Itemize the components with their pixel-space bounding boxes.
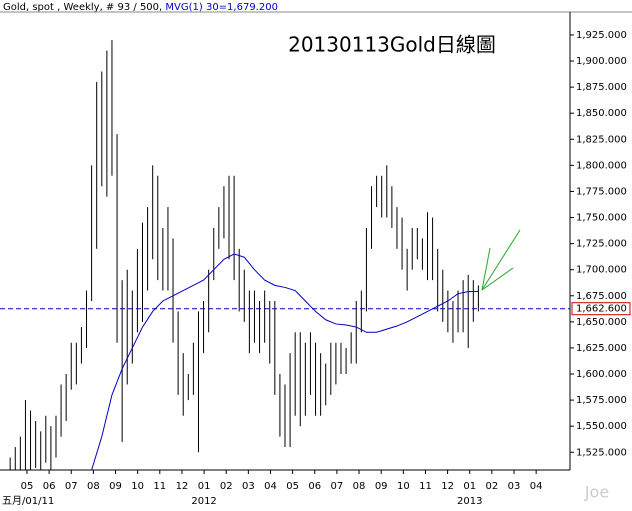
y-tick-label: 1,575.000 — [576, 395, 627, 406]
x-tick-label: 03 — [508, 481, 521, 492]
x-tick-label: 02 — [486, 481, 499, 492]
year-label: 2012 — [191, 496, 216, 507]
x-tick-label: 05 — [286, 481, 299, 492]
x-tick-label: 10 — [397, 481, 410, 492]
x-tick-label: 08 — [353, 481, 366, 492]
x-tick-label: 04 — [530, 481, 543, 492]
moving-average — [91, 253, 479, 470]
y-tick-label: 1,925.000 — [576, 30, 627, 41]
x-tick-label: 07 — [65, 481, 78, 492]
x-tick-label: 08 — [87, 481, 100, 492]
y-tick-label: 1,825.000 — [576, 134, 627, 145]
y-tick-label: 1,675.000 — [576, 291, 627, 302]
y-tick-label: 1,525.000 — [576, 447, 627, 458]
header-text: Gold, spot , Weekly, # 93 / 500, — [3, 2, 165, 13]
current-price-box — [571, 302, 631, 316]
x-tick-label: 12 — [441, 481, 454, 492]
x-tick-label: 07 — [331, 481, 344, 492]
indicator-label: MVG(1) 30=1,679.200 — [165, 2, 278, 13]
y-tick-label: 1,750.000 — [576, 213, 627, 224]
plot — [9, 40, 479, 470]
y-tick-label: 1,775.000 — [576, 186, 627, 197]
y-tick-label: 1,650.000 — [576, 317, 627, 328]
year-label: 2013 — [457, 496, 482, 507]
x-tick-label: 04 — [264, 481, 277, 492]
arrow — [481, 229, 521, 291]
y-tick-label: 1,900.000 — [576, 56, 627, 67]
start-label: 五月/01/11 — [2, 495, 54, 507]
x-tick-label: 06 — [43, 481, 56, 492]
y-tick-label: 1,725.000 — [576, 239, 627, 250]
x-tick-label: 01 — [463, 481, 476, 492]
header: Gold, spot , Weekly, # 93 / 500, MVG(1) … — [3, 2, 278, 13]
y-tick-label: 1,700.000 — [576, 265, 627, 276]
y-tick-label: 1,850.000 — [576, 108, 627, 119]
x-tick-label: 01 — [198, 481, 211, 492]
current-price-label: 1,662.600 — [576, 304, 627, 315]
y-tick-label: 1,800.000 — [576, 160, 627, 171]
chart-title: 20130113Gold日線圖 — [288, 33, 496, 57]
x-tick-label: 09 — [375, 481, 388, 492]
x-tick-label: 09 — [109, 481, 122, 492]
x-tick-label: 05 — [21, 481, 34, 492]
watermark: Joe — [584, 483, 609, 502]
x-tick-label: 10 — [131, 481, 144, 492]
y-tick-label: 1,600.000 — [576, 369, 627, 380]
x-tick-label: 06 — [308, 481, 321, 492]
x-tick-label: 11 — [153, 481, 166, 492]
x-tick-label: 03 — [242, 481, 255, 492]
x-tick-label: 12 — [176, 481, 189, 492]
y-tick-label: 1,625.000 — [576, 343, 627, 354]
x-tick-label: 02 — [220, 481, 233, 492]
y-tick-label: 1,550.000 — [576, 421, 627, 432]
y-tick-label: 1,875.000 — [576, 82, 627, 93]
x-tick-label: 11 — [419, 481, 432, 492]
